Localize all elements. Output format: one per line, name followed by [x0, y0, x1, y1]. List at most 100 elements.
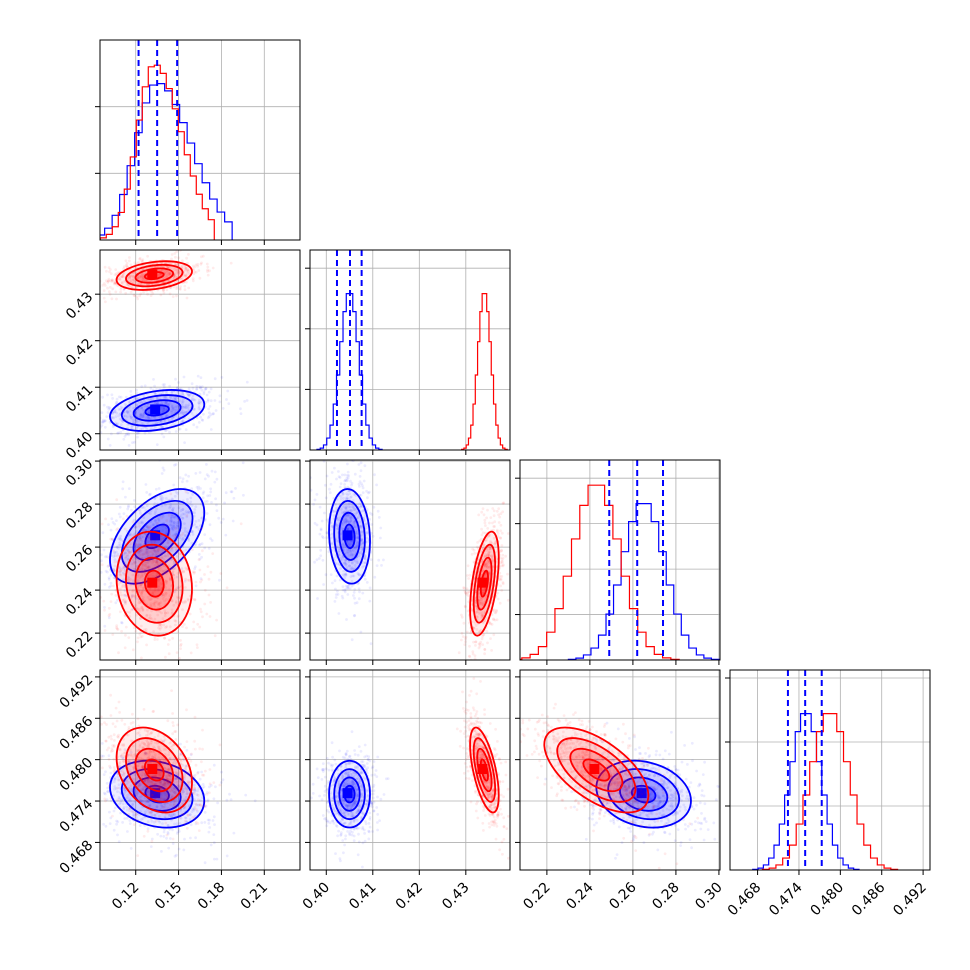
scatter-point: [341, 555, 345, 558]
scatter-point: [150, 609, 153, 613]
scatter-point: [171, 267, 175, 270]
scatter-point: [91, 414, 94, 417]
scatter-point: [181, 393, 184, 397]
scatter-point: [183, 533, 187, 537]
scatter-point: [134, 525, 137, 529]
scatter-point: [140, 591, 143, 595]
scatter-point: [117, 414, 120, 418]
histogram-red: [100, 64, 215, 240]
scatter-point: [355, 544, 359, 548]
scatter-point: [336, 518, 339, 521]
scatter-point: [146, 565, 150, 569]
scatter-point: [346, 548, 350, 551]
scatter-point: [165, 275, 169, 279]
scatter-point: [191, 394, 195, 397]
scatter-point: [473, 654, 477, 658]
scatter-point: [353, 472, 357, 476]
scatter-point: [90, 567, 93, 570]
scatter-point: [165, 625, 169, 628]
scatter-point: [168, 430, 171, 434]
scatter-point: [200, 255, 203, 259]
scatter-point: [346, 527, 350, 531]
scatter-point: [170, 689, 174, 692]
scatter-point: [135, 391, 139, 395]
scatter-point: [484, 595, 488, 599]
scatter-point: [185, 708, 188, 712]
scatter-point: [118, 515, 122, 519]
scatter-point: [234, 487, 237, 490]
scatter-point: [112, 576, 116, 579]
scatter-point: [145, 614, 149, 618]
scatter-point: [119, 543, 122, 547]
scatter-point: [196, 264, 200, 268]
scatter-point: [203, 811, 207, 814]
scatter-point: [359, 524, 363, 528]
scatter-point: [140, 592, 143, 596]
scatter-point: [172, 573, 176, 577]
scatter-point: [198, 557, 202, 561]
scatter-point: [111, 287, 114, 291]
scatter-point: [166, 414, 169, 418]
scatter-point: [128, 533, 132, 537]
scatter-point: [165, 571, 169, 575]
scatter-point: [187, 394, 191, 398]
scatter-point: [368, 511, 372, 515]
scatter-point: [328, 487, 331, 491]
scatter-point: [151, 561, 154, 565]
scatter-point: [153, 497, 157, 501]
scatter-point: [118, 580, 122, 584]
contour-blue: [132, 511, 182, 561]
scatter-point: [211, 552, 215, 555]
scatter-point: [496, 530, 499, 533]
scatter-point: [219, 572, 223, 575]
scatter-point: [196, 262, 200, 266]
scatter-point: [110, 517, 114, 521]
scatter-point: [173, 396, 177, 400]
y-tick-label: 0.28: [63, 499, 96, 532]
scatter-point: [97, 820, 100, 823]
scatter-point: [183, 819, 187, 823]
scatter-point: [341, 511, 344, 515]
scatter-point: [206, 399, 210, 403]
scatter-point: [129, 278, 133, 282]
scatter-point: [151, 553, 155, 556]
scatter-point: [367, 490, 371, 494]
scatter-point: [126, 830, 129, 833]
scatter-point: [190, 412, 194, 415]
scatter-point: [78, 281, 81, 284]
scatter-point: [330, 525, 334, 529]
scatter-point: [168, 292, 172, 296]
scatter-point: [125, 261, 129, 265]
scatter-point: [183, 837, 186, 841]
scatter-point: [110, 393, 114, 397]
scatter-point: [168, 523, 172, 527]
scatter-point: [334, 503, 337, 506]
scatter-point: [468, 573, 472, 577]
scatter-point: [348, 564, 351, 568]
scatter-point: [123, 565, 126, 569]
scatter-point: [485, 563, 489, 566]
scatter-point: [346, 497, 350, 501]
scatter-point: [205, 473, 209, 476]
scatter-point: [361, 565, 364, 569]
scatter-point: [319, 528, 323, 532]
scatter-point: [138, 576, 142, 580]
scatter-point: [163, 280, 167, 284]
scatter-point: [337, 518, 341, 522]
panel-frame: [519, 459, 721, 661]
scatter-point: [371, 534, 375, 538]
scatter-point: [492, 528, 495, 532]
scatter-point: [114, 290, 118, 294]
scatter-point: [184, 534, 188, 538]
scatter-point: [166, 538, 170, 542]
scatter-point: [156, 561, 159, 564]
scatter-point: [191, 570, 195, 574]
scatter-point: [208, 826, 212, 829]
scatter-point: [484, 564, 488, 568]
scatter-point: [155, 663, 158, 666]
scatter-point: [339, 497, 343, 501]
scatter-point: [197, 553, 201, 556]
scatter-point: [101, 283, 105, 287]
scatter-point: [356, 561, 360, 564]
scatter-point: [170, 410, 174, 414]
